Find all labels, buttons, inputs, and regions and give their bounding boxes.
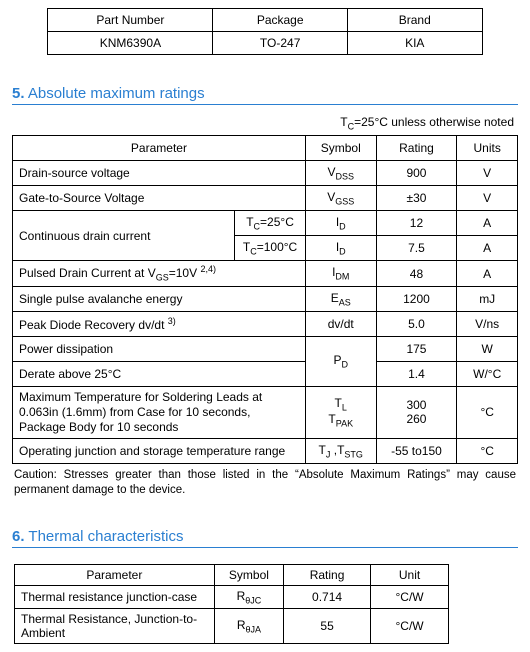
cell-units: V bbox=[457, 186, 518, 211]
cell-condition: TC=100°C bbox=[235, 236, 306, 261]
cell-units: V bbox=[457, 161, 518, 186]
cell-brand: KIA bbox=[347, 32, 482, 55]
header-symbol: Symbol bbox=[305, 136, 376, 161]
cell-symbol: dv/dt bbox=[305, 311, 376, 336]
cell-symbol: RθJA bbox=[214, 609, 283, 644]
section-5-title: Absolute maximum ratings bbox=[28, 85, 205, 102]
cell-param: Single pulse avalanche energy bbox=[13, 286, 306, 311]
cell-units: °C bbox=[457, 386, 518, 438]
cell-part-number: KNM6390A bbox=[48, 32, 213, 55]
thermal-characteristics-table: Parameter Symbol Rating Unit Thermal res… bbox=[14, 564, 449, 644]
header-symbol: Symbol bbox=[214, 564, 283, 585]
cell-rating: 0.714 bbox=[284, 585, 371, 608]
cell-param: Power dissipation bbox=[13, 336, 306, 361]
cell-param: Operating junction and storage temperatu… bbox=[13, 438, 306, 463]
table-row: Maximum Temperature for Soldering Leads … bbox=[13, 386, 518, 438]
cell-symbol: VGSS bbox=[305, 186, 376, 211]
cell-rating: 12 bbox=[376, 211, 457, 236]
cell-param: Drain-source voltage bbox=[13, 161, 306, 186]
header-parameter: Parameter bbox=[15, 564, 215, 585]
header-units: Units bbox=[457, 136, 518, 161]
cell-package: TO-247 bbox=[213, 32, 348, 55]
table-row: Thermal resistance junction-case RθJC 0.… bbox=[15, 585, 449, 608]
section-6-number: 6. bbox=[12, 528, 25, 545]
header-unit: Unit bbox=[370, 564, 448, 585]
section-5-heading: 5. Absolute maximum ratings bbox=[12, 85, 518, 105]
cell-param: Derate above 25°C bbox=[13, 361, 306, 386]
cell-param: Maximum Temperature for Soldering Leads … bbox=[13, 386, 306, 438]
cell-rating: 1200 bbox=[376, 286, 457, 311]
cell-rating: 1.4 bbox=[376, 361, 457, 386]
cell-rating: 48 bbox=[376, 261, 457, 286]
table-row: Derate above 25°C 1.4 W/°C bbox=[13, 361, 518, 386]
condition-note: TC=25°C unless otherwise noted bbox=[12, 115, 514, 131]
table-row: Drain-source voltage VDSS 900 V bbox=[13, 161, 518, 186]
cell-rating: -55 to150 bbox=[376, 438, 457, 463]
table-row: Pulsed Drain Current at VGS=10V 2,4) IDM… bbox=[13, 261, 518, 286]
cell-units: V/ns bbox=[457, 311, 518, 336]
header-rating: Rating bbox=[284, 564, 371, 585]
cell-symbol: TL TPAK bbox=[305, 386, 376, 438]
absolute-max-ratings-table: Parameter Symbol Rating Units Drain-sour… bbox=[12, 135, 518, 463]
cell-param: Gate-to-Source Voltage bbox=[13, 186, 306, 211]
cell-unit: °C/W bbox=[370, 609, 448, 644]
cell-units: °C bbox=[457, 438, 518, 463]
cell-param: Thermal resistance junction-case bbox=[15, 585, 215, 608]
cell-param: Thermal Resistance, Junction-to-Ambient bbox=[15, 609, 215, 644]
cell-unit: °C/W bbox=[370, 585, 448, 608]
cell-condition: TC=25°C bbox=[235, 211, 306, 236]
cell-units: A bbox=[457, 261, 518, 286]
cell-symbol: EAS bbox=[305, 286, 376, 311]
cell-rating: 300260 bbox=[376, 386, 457, 438]
cell-units: A bbox=[457, 211, 518, 236]
table-row: Gate-to-Source Voltage VGSS ±30 V bbox=[13, 186, 518, 211]
header-rating: Rating bbox=[376, 136, 457, 161]
cell-symbol: ID bbox=[305, 211, 376, 236]
cell-units: mJ bbox=[457, 286, 518, 311]
cell-rating: 55 bbox=[284, 609, 371, 644]
section-5-number: 5. bbox=[12, 85, 25, 102]
cell-symbol: RθJC bbox=[214, 585, 283, 608]
cell-symbol: IDM bbox=[305, 261, 376, 286]
cell-param: Continuous drain current bbox=[13, 211, 235, 261]
cell-rating: 7.5 bbox=[376, 236, 457, 261]
cell-units: W bbox=[457, 336, 518, 361]
cell-symbol: TJ ,TSTG bbox=[305, 438, 376, 463]
cell-rating: 175 bbox=[376, 336, 457, 361]
table-row: Operating junction and storage temperatu… bbox=[13, 438, 518, 463]
section-6-heading: 6. Thermal characteristics bbox=[12, 528, 518, 548]
table-row: Continuous drain current TC=25°C ID 12 A bbox=[13, 211, 518, 236]
cell-rating: 5.0 bbox=[376, 311, 457, 336]
header-brand: Brand bbox=[347, 9, 482, 32]
table-row: Single pulse avalanche energy EAS 1200 m… bbox=[13, 286, 518, 311]
header-package: Package bbox=[213, 9, 348, 32]
cell-units: W/°C bbox=[457, 361, 518, 386]
cell-symbol: ID bbox=[305, 236, 376, 261]
cell-rating: ±30 bbox=[376, 186, 457, 211]
part-info-table: Part Number Package Brand KNM6390A TO-24… bbox=[47, 8, 482, 55]
cell-param: Peak Diode Recovery dv/dt 3) bbox=[13, 311, 306, 336]
cell-units: A bbox=[457, 236, 518, 261]
table-row: Peak Diode Recovery dv/dt 3) dv/dt 5.0 V… bbox=[13, 311, 518, 336]
caution-text: Caution: Stresses greater than those lis… bbox=[14, 468, 516, 498]
cell-param: Pulsed Drain Current at VGS=10V 2,4) bbox=[13, 261, 306, 286]
section-6-title: Thermal characteristics bbox=[28, 528, 183, 545]
cell-symbol: VDSS bbox=[305, 161, 376, 186]
table-row: Power dissipation PD 175 W bbox=[13, 336, 518, 361]
header-part-number: Part Number bbox=[48, 9, 213, 32]
cell-symbol: PD bbox=[305, 336, 376, 386]
header-parameter: Parameter bbox=[13, 136, 306, 161]
cell-rating: 900 bbox=[376, 161, 457, 186]
table-row: Thermal Resistance, Junction-to-Ambient … bbox=[15, 609, 449, 644]
